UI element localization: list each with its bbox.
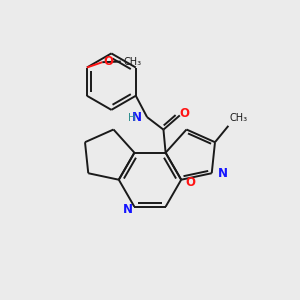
Text: N: N [218,167,228,180]
Text: CH₃: CH₃ [230,113,248,124]
Text: CH₃: CH₃ [123,57,141,67]
Text: H: H [128,113,136,123]
Text: O: O [179,107,189,120]
Text: N: N [123,202,133,216]
Text: O: O [186,176,196,189]
Text: N: N [132,111,142,124]
Text: O: O [104,55,114,68]
